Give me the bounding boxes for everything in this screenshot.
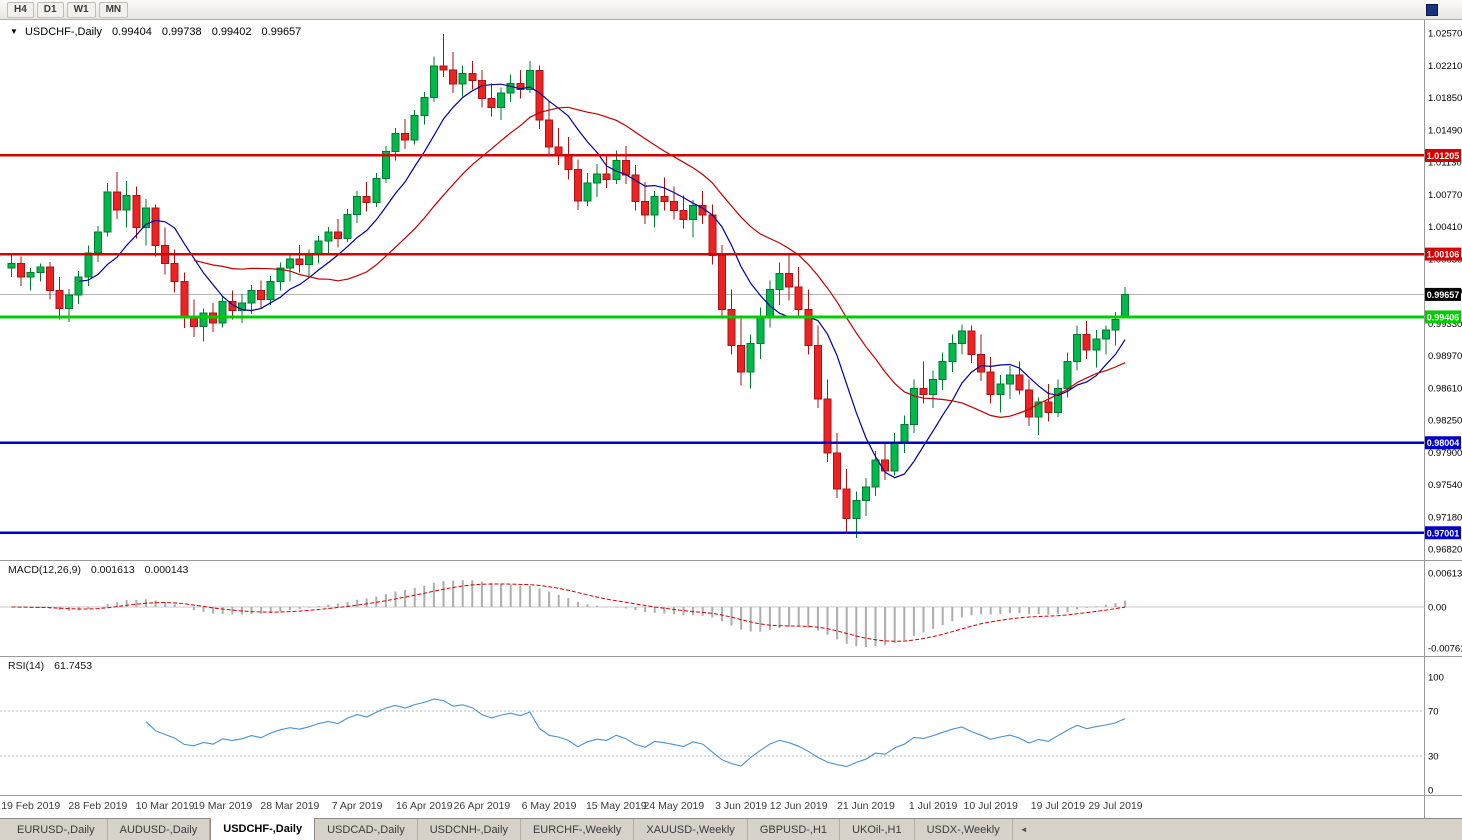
timeframe-w1-button[interactable]: W1 — [66, 1, 96, 18]
svg-text:28 Mar 2019: 28 Mar 2019 — [260, 800, 319, 812]
svg-text:0.99330: 0.99330 — [1428, 319, 1462, 330]
svg-text:0.97900: 0.97900 — [1428, 448, 1462, 459]
chart-window-icon[interactable] — [1426, 4, 1438, 16]
svg-text:100: 100 — [1428, 673, 1444, 684]
svg-text:0.00613: 0.00613 — [1428, 569, 1462, 580]
svg-text:0.99406: 0.99406 — [1427, 312, 1460, 322]
svg-text:16 Apr 2019: 16 Apr 2019 — [396, 800, 453, 812]
svg-text:0.96820: 0.96820 — [1428, 545, 1462, 556]
tab-eurchf-weekly[interactable]: EURCHF-,Weekly — [521, 819, 635, 840]
svg-text:19 Feb 2019: 19 Feb 2019 — [1, 800, 60, 812]
svg-text:1.01205: 1.01205 — [1427, 151, 1460, 161]
svg-text:28 Feb 2019: 28 Feb 2019 — [68, 800, 127, 812]
svg-text:10 Jul 2019: 10 Jul 2019 — [964, 800, 1018, 812]
svg-text:0.00: 0.00 — [1428, 603, 1447, 614]
svg-text:19 Jul 2019: 19 Jul 2019 — [1031, 800, 1085, 812]
svg-text:0.97180: 0.97180 — [1428, 512, 1462, 523]
svg-text:0.97540: 0.97540 — [1428, 480, 1462, 491]
svg-text:1.02210: 1.02210 — [1428, 61, 1462, 72]
svg-text:0: 0 — [1428, 786, 1433, 797]
timeframe-toolbar: H4 D1 W1 MN — [0, 0, 1462, 20]
tab-usdchf-daily[interactable]: USDCHF-,Daily — [210, 818, 316, 840]
svg-text:30: 30 — [1428, 752, 1439, 763]
svg-text:0.98970: 0.98970 — [1428, 351, 1462, 362]
tab-scroll-left-icon[interactable]: ◄ — [1019, 825, 1028, 834]
chart-canvas[interactable]: 1.02570 1.02210 1.01850 1.01490 1.01130 1.007… — [0, 20, 1462, 818]
svg-text:0.99657: 0.99657 — [1427, 290, 1460, 300]
svg-text:10 Mar 2019: 10 Mar 2019 — [136, 800, 195, 812]
tab-xauusd-weekly[interactable]: XAUUSD-,Weekly — [634, 819, 748, 840]
tab-eurusd-daily[interactable]: EURUSD-,Daily — [5, 819, 108, 840]
svg-text:6 May 2019: 6 May 2019 — [522, 800, 577, 812]
svg-text:1.02570: 1.02570 — [1428, 29, 1462, 40]
tab-usdx-weekly[interactable]: USDX-,Weekly — [915, 819, 1013, 840]
svg-text:12 Jun 2019: 12 Jun 2019 — [770, 800, 828, 812]
timeframe-mn-button[interactable]: MN — [98, 1, 129, 18]
svg-text:70: 70 — [1428, 706, 1439, 717]
svg-text:15 May 2019: 15 May 2019 — [586, 800, 647, 812]
svg-text:29 Jul 2019: 29 Jul 2019 — [1088, 800, 1142, 812]
svg-text:1.01490: 1.01490 — [1428, 125, 1462, 136]
svg-text:21 Jun 2019: 21 Jun 2019 — [837, 800, 895, 812]
svg-text:26 Apr 2019: 26 Apr 2019 — [454, 800, 511, 812]
svg-text:1.00410: 1.00410 — [1428, 222, 1462, 233]
svg-text:7 Apr 2019: 7 Apr 2019 — [332, 800, 383, 812]
svg-text:3 Jun 2019: 3 Jun 2019 — [715, 800, 767, 812]
timeframe-d1-button[interactable]: D1 — [36, 1, 64, 18]
tab-ukoil-h1[interactable]: UKOil-,H1 — [840, 819, 915, 840]
svg-text:1 Jul 2019: 1 Jul 2019 — [909, 800, 958, 812]
svg-text:0.97001: 0.97001 — [1427, 528, 1460, 538]
svg-text:1.00770: 1.00770 — [1428, 190, 1462, 201]
tab-usdcnh-daily[interactable]: USDCNH-,Daily — [418, 819, 521, 840]
timeframe-h4-button[interactable]: H4 — [7, 1, 34, 18]
svg-text:24 May 2019: 24 May 2019 — [644, 800, 705, 812]
svg-text:0.98610: 0.98610 — [1428, 383, 1462, 394]
tab-audusd-daily[interactable]: AUDUSD-,Daily — [108, 819, 211, 840]
svg-text:19 Mar 2019: 19 Mar 2019 — [193, 800, 252, 812]
svg-text:1.01130: 1.01130 — [1428, 158, 1462, 169]
chart-tabs-bar: EURUSD-,Daily AUDUSD-,Daily USDCHF-,Dail… — [0, 818, 1462, 840]
svg-text:0.98250: 0.98250 — [1428, 416, 1462, 427]
svg-text:1.01850: 1.01850 — [1428, 93, 1462, 104]
svg-text:0.98004: 0.98004 — [1427, 438, 1460, 448]
tab-usdcad-daily[interactable]: USDCAD-,Daily — [315, 819, 418, 840]
svg-text:1.00106: 1.00106 — [1427, 250, 1460, 260]
svg-text:-0.00761: -0.00761 — [1428, 644, 1462, 655]
tab-gbpusd-h1[interactable]: GBPUSD-,H1 — [748, 819, 841, 840]
